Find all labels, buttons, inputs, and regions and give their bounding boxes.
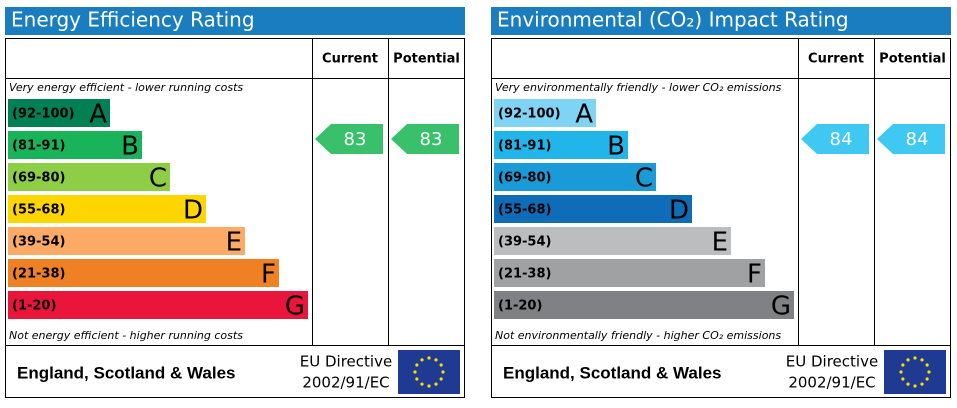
eu-star bbox=[913, 356, 917, 360]
eu-star bbox=[920, 382, 924, 386]
title-bar bbox=[491, 7, 951, 35]
band-range: (69-80) bbox=[498, 171, 551, 186]
band-range: (1-20) bbox=[12, 299, 56, 314]
eu-star bbox=[906, 382, 910, 386]
band-letter: F bbox=[261, 260, 276, 290]
eu-star bbox=[434, 382, 438, 386]
band-letter: B bbox=[607, 132, 625, 162]
eu-star bbox=[906, 358, 910, 362]
top-note: Very environmentally friendly - lower CO… bbox=[495, 81, 782, 94]
band-letter: A bbox=[575, 100, 593, 130]
band bbox=[8, 131, 142, 159]
rating-value: 84 bbox=[830, 129, 853, 150]
band-letter: D bbox=[183, 196, 203, 226]
bottom-note: Not energy efficient - higher running co… bbox=[9, 329, 243, 342]
band-range: (21-38) bbox=[498, 267, 551, 282]
rating-arrow bbox=[801, 124, 869, 154]
band bbox=[494, 227, 731, 255]
column-header: Potential bbox=[879, 52, 946, 67]
eu-star bbox=[420, 382, 424, 386]
eu-star bbox=[420, 358, 424, 362]
rating-arrow bbox=[391, 124, 459, 154]
band-range: (55-68) bbox=[12, 203, 65, 218]
footer-region: England, Scotland & Wales bbox=[17, 363, 236, 382]
band-letter: A bbox=[89, 100, 107, 130]
eu-star bbox=[427, 356, 431, 360]
chart-title: Environmental (CO₂) Impact Rating bbox=[497, 8, 849, 32]
eu-star bbox=[920, 358, 924, 362]
band-letter: B bbox=[121, 132, 139, 162]
rating-value: 84 bbox=[906, 129, 929, 150]
band-letter: G bbox=[285, 292, 305, 322]
band-range: (92-100) bbox=[498, 107, 561, 122]
rating-arrow bbox=[315, 124, 383, 154]
footer-directive: EU Directive bbox=[786, 353, 878, 371]
eu-star bbox=[413, 370, 417, 374]
band-letter: C bbox=[149, 164, 167, 194]
eu-star bbox=[901, 377, 905, 381]
top-note: Very energy efficient - lower running co… bbox=[9, 81, 243, 94]
band bbox=[494, 259, 765, 287]
eu-star bbox=[901, 363, 905, 367]
bottom-note: Not environmentally friendly - higher CO… bbox=[495, 329, 781, 342]
eu-star bbox=[441, 370, 445, 374]
eu-star bbox=[439, 363, 443, 367]
rating-arrow bbox=[877, 124, 945, 154]
title-bar bbox=[5, 7, 465, 35]
column-header: Current bbox=[322, 52, 378, 67]
eu-star bbox=[899, 370, 903, 374]
eu-star bbox=[927, 370, 931, 374]
band-letter: C bbox=[635, 164, 653, 194]
eu-star bbox=[925, 377, 929, 381]
band-range: (55-68) bbox=[498, 203, 551, 218]
eu-star bbox=[415, 363, 419, 367]
eu-star bbox=[434, 358, 438, 362]
band bbox=[494, 163, 656, 191]
frame bbox=[5, 38, 465, 398]
band-range: (21-38) bbox=[12, 267, 65, 282]
footer-region: England, Scotland & Wales bbox=[503, 363, 722, 382]
chart-title: Energy Efficiency Rating bbox=[11, 8, 255, 32]
rating-value: 83 bbox=[344, 129, 367, 150]
band bbox=[8, 291, 308, 319]
band-range: (1-20) bbox=[498, 299, 542, 314]
eu-star bbox=[925, 363, 929, 367]
band bbox=[494, 291, 794, 319]
band bbox=[494, 195, 692, 223]
band bbox=[494, 99, 596, 127]
band-letter: E bbox=[226, 228, 242, 258]
band-letter: F bbox=[747, 260, 762, 290]
band bbox=[494, 131, 628, 159]
band-range: (39-54) bbox=[498, 235, 551, 250]
eu-star bbox=[439, 377, 443, 381]
band bbox=[8, 227, 245, 255]
eu-star bbox=[415, 377, 419, 381]
eu-star bbox=[913, 384, 917, 388]
column-header: Current bbox=[808, 52, 864, 67]
band-range: (69-80) bbox=[12, 171, 65, 186]
band-letter: G bbox=[771, 292, 791, 322]
rating-value: 83 bbox=[420, 129, 443, 150]
band-letter: D bbox=[669, 196, 689, 226]
footer-code: 2002/91/EC bbox=[302, 374, 389, 392]
band bbox=[8, 163, 170, 191]
band bbox=[8, 99, 110, 127]
footer-directive: EU Directive bbox=[300, 353, 392, 371]
band-range: (92-100) bbox=[12, 107, 75, 122]
band-letter: E bbox=[712, 228, 728, 258]
column-header: Potential bbox=[393, 52, 460, 67]
band bbox=[8, 195, 206, 223]
band-range: (81-91) bbox=[498, 139, 551, 154]
frame bbox=[491, 38, 951, 398]
band bbox=[8, 259, 279, 287]
band-range: (39-54) bbox=[12, 235, 65, 250]
footer-code: 2002/91/EC bbox=[788, 374, 875, 392]
eu-star bbox=[427, 384, 431, 388]
band-range: (81-91) bbox=[12, 139, 65, 154]
